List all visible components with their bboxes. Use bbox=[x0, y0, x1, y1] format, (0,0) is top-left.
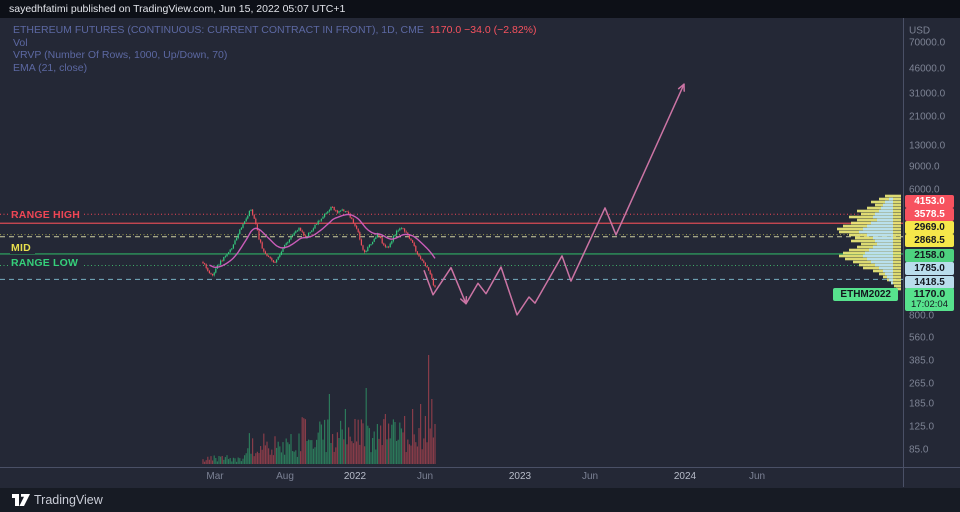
contract-label-tag: ETHM2022 bbox=[833, 288, 898, 301]
price-level-tag: 3578.5 bbox=[905, 207, 954, 221]
price-axis-tick[interactable]: 265.0 bbox=[909, 378, 935, 390]
price-level-tag: 4153.0 bbox=[905, 194, 954, 208]
price-axis-tick[interactable]: 185.0 bbox=[909, 398, 935, 410]
price-axis-tick[interactable]: 31000.0 bbox=[909, 88, 946, 100]
time-axis-label[interactable]: 2024 bbox=[673, 471, 697, 482]
price-axis-tick[interactable]: 560.0 bbox=[909, 332, 935, 344]
price-axis-tick[interactable]: 46000.0 bbox=[909, 63, 946, 75]
time-axis-label[interactable]: Aug bbox=[276, 471, 294, 482]
tradingview-logo-icon[interactable] bbox=[12, 494, 30, 506]
legend-symbol-row[interactable]: ETHEREUM FUTURES (CONTINUOUS: CURRENT CO… bbox=[13, 24, 537, 37]
range-level-label: RANGE HIGH bbox=[10, 209, 85, 221]
price-axis-tick[interactable]: 9000.0 bbox=[909, 161, 940, 173]
bar-countdown: 17:02:04 bbox=[911, 299, 948, 310]
legend-indicator-ema[interactable]: EMA (21, close) bbox=[13, 61, 88, 74]
price-axis-tick[interactable]: 21000.0 bbox=[909, 111, 946, 123]
legend-indicator-vol[interactable]: Vol bbox=[13, 36, 28, 49]
price-axis-tick[interactable]: 385.0 bbox=[909, 355, 935, 367]
price-axis-tick[interactable]: 800.0 bbox=[909, 310, 935, 322]
range-level-label: MID bbox=[10, 242, 35, 254]
time-axis-label[interactable]: 2022 bbox=[343, 471, 367, 482]
price-axis-tick[interactable]: 13000.0 bbox=[909, 140, 946, 152]
range-level-label: RANGE LOW bbox=[10, 257, 83, 269]
price-axis-tick[interactable]: 85.0 bbox=[909, 444, 929, 456]
legend-indicator-vrvp[interactable]: VRVP (Number Of Rows, 1000, Up/Down, 70) bbox=[13, 49, 228, 61]
price-level-tag: 2868.5 bbox=[905, 233, 954, 247]
price-level-tag: 2158.0 bbox=[905, 248, 954, 262]
publish-bar: sayedhfatimi published on TradingView.co… bbox=[0, 0, 960, 18]
time-axis-label[interactable]: Jun bbox=[748, 471, 766, 482]
price-level-tag: 2969.0 bbox=[905, 220, 954, 234]
time-axis-label[interactable]: 2023 bbox=[508, 471, 532, 482]
price-axis-tick[interactable]: USD bbox=[909, 25, 931, 37]
last-price-value: 1170.0 bbox=[913, 288, 946, 300]
chart-legend: ETHEREUM FUTURES (CONTINUOUS: CURRENT CO… bbox=[13, 24, 537, 74]
time-axis-label[interactable]: Mar bbox=[206, 471, 224, 482]
time-axis-label[interactable]: Jun bbox=[581, 471, 599, 482]
time-axis-label[interactable]: Jun bbox=[416, 471, 434, 482]
price-axis-tick[interactable]: 125.0 bbox=[909, 421, 935, 433]
price-axis-tick[interactable]: 70000.0 bbox=[909, 37, 946, 49]
symbol-title: ETHEREUM FUTURES (CONTINUOUS: CURRENT CO… bbox=[13, 24, 424, 36]
publish-line: sayedhfatimi published on TradingView.co… bbox=[9, 3, 346, 15]
last-price-tag: 1170.0 17:02:04 bbox=[905, 288, 954, 311]
price-level-tag: 1418.5 bbox=[905, 275, 954, 289]
footer-bar: TradingView bbox=[0, 488, 960, 512]
tradingview-brand-link[interactable]: TradingView bbox=[34, 493, 103, 507]
price-level-tag: 1785.0 bbox=[905, 261, 954, 275]
last-price-change: 1170.0 −34.0 (−2.82%) bbox=[429, 24, 537, 36]
price-axis-tick[interactable]: 6000.0 bbox=[909, 184, 940, 196]
